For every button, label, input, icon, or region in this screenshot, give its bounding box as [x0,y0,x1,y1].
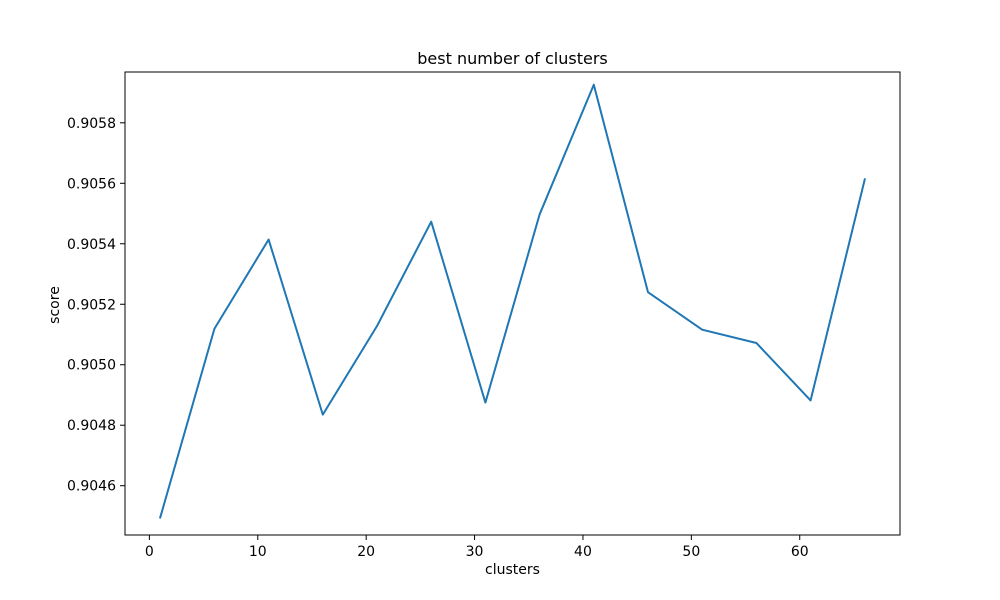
chart-title: best number of clusters [417,49,607,68]
x-tick-label: 40 [574,544,592,560]
x-tick-label: 60 [791,544,809,560]
x-axis-title: clusters [485,562,540,578]
y-tick-label: 0.9054 [67,237,116,253]
y-tick-label: 0.9052 [67,297,116,313]
series-line-0 [158,83,866,519]
plot-frame [124,71,901,536]
y-tick-label: 0.9050 [67,358,116,374]
x-tick-label: 30 [466,544,484,560]
y-tick-label: 0.9056 [67,176,116,192]
x-tick-label: 0 [145,544,154,560]
y-tick-label: 0.9058 [67,116,116,132]
y-tick-label: 0.9046 [67,479,116,495]
plot-area [158,83,866,519]
x-tick-label: 10 [249,544,267,560]
y-tick-label: 0.9048 [67,418,116,434]
axes: 0 10 20 30 40 50 60 0.9046 0.9048 0.9050 0.9052 0.9… [67,71,901,560]
y-axis-title: score [47,286,63,324]
x-tick-label: 50 [682,544,700,560]
x-tick-label: 20 [357,544,375,560]
